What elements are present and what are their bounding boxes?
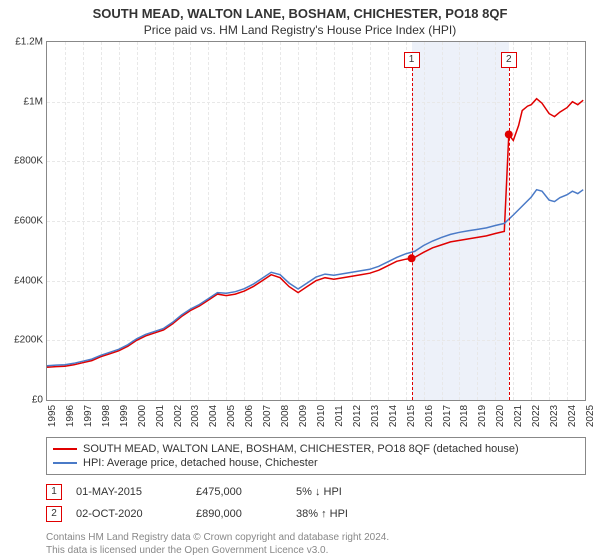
x-axis-tick-label: 2004: [208, 405, 219, 427]
sale-row: 2 02-OCT-2020£890,00038% ↑ HPI: [46, 503, 586, 525]
x-axis-tick-label: 2013: [370, 405, 381, 427]
legend-item: HPI: Average price, detached house, Chic…: [53, 456, 579, 470]
y-axis-tick-label: £1.2M: [15, 37, 43, 48]
x-axis-tick-label: 2012: [352, 405, 363, 427]
x-axis-tick-label: 2011: [334, 405, 345, 427]
chart-subtitle: Price paid vs. HM Land Registry's House …: [0, 21, 600, 41]
x-axis-tick-label: 2015: [406, 405, 417, 427]
x-axis-tick-label: 2021: [513, 405, 524, 427]
arrow-down-icon: ↓: [315, 486, 321, 498]
x-axis-tick-label: 2001: [155, 405, 166, 427]
sale-flag: 2: [46, 506, 62, 522]
flag-line: [412, 68, 413, 400]
x-axis-tick-label: 2005: [226, 405, 237, 427]
x-axis-tick-label: 2000: [137, 405, 148, 427]
legend-swatch: [53, 448, 77, 450]
x-axis-tick-label: 2025: [585, 405, 596, 427]
x-axis-tick-label: 1997: [83, 405, 94, 427]
y-axis-tick-label: £1M: [24, 96, 43, 107]
y-axis-tick-label: £200K: [14, 335, 43, 346]
x-axis-tick-label: 2007: [262, 405, 273, 427]
x-axis-tick-label: 2023: [549, 405, 560, 427]
flag-marker: 2: [501, 52, 517, 68]
chart-plot-area: £0£200K£400K£600K£800K£1M£1.2M1995199619…: [46, 41, 586, 401]
legend-label: HPI: Average price, detached house, Chic…: [83, 457, 318, 469]
chart-svg: [47, 42, 585, 400]
x-axis-tick-label: 2009: [298, 405, 309, 427]
sale-date: 02-OCT-2020: [76, 508, 196, 520]
sale-price: £890,000: [196, 508, 296, 520]
x-axis-tick-label: 2017: [442, 405, 453, 427]
x-axis-tick-label: 2014: [388, 405, 399, 427]
x-axis-tick-label: 1998: [101, 405, 112, 427]
x-axis-tick-label: 2022: [531, 405, 542, 427]
x-axis-tick-label: 2006: [244, 405, 255, 427]
chart-series-hpi: [47, 190, 583, 366]
x-axis-tick-label: 2019: [477, 405, 488, 427]
footer-line: Contains HM Land Registry data © Crown c…: [46, 531, 586, 544]
footer-line: This data is licensed under the Open Gov…: [46, 544, 586, 557]
x-axis-tick-label: 2020: [495, 405, 506, 427]
sale-change: 5% ↓ HPI: [296, 486, 366, 498]
sale-row: 1 01-MAY-2015£475,0005% ↓ HPI: [46, 481, 586, 503]
sale-price: £475,000: [196, 486, 296, 498]
sale-date: 01-MAY-2015: [76, 486, 196, 498]
sale-change: 38% ↑ HPI: [296, 508, 366, 520]
y-axis-tick-label: £600K: [14, 216, 43, 227]
chart-series-property: [47, 99, 583, 368]
sale-flag: 1: [46, 484, 62, 500]
x-axis-tick-label: 2010: [316, 405, 327, 427]
chart-title: SOUTH MEAD, WALTON LANE, BOSHAM, CHICHES…: [0, 0, 600, 21]
y-axis-tick-label: £0: [32, 395, 43, 406]
x-axis-tick-label: 2008: [280, 405, 291, 427]
legend: SOUTH MEAD, WALTON LANE, BOSHAM, CHICHES…: [46, 437, 586, 475]
x-axis-tick-label: 2024: [567, 405, 578, 427]
legend-item: SOUTH MEAD, WALTON LANE, BOSHAM, CHICHES…: [53, 442, 579, 456]
legend-label: SOUTH MEAD, WALTON LANE, BOSHAM, CHICHES…: [83, 443, 519, 455]
y-axis-tick-label: £400K: [14, 275, 43, 286]
arrow-up-icon: ↑: [321, 508, 327, 520]
x-axis-tick-label: 2002: [173, 405, 184, 427]
x-axis-tick-label: 2018: [459, 405, 470, 427]
flag-marker: 1: [404, 52, 420, 68]
x-axis-tick-label: 1999: [119, 405, 130, 427]
x-axis-tick-label: 2016: [424, 405, 435, 427]
flag-line: [509, 68, 510, 400]
x-axis-tick-label: 1996: [65, 405, 76, 427]
x-axis-tick-label: 2003: [190, 405, 201, 427]
footer-attribution: Contains HM Land Registry data © Crown c…: [46, 531, 586, 557]
sales-table: 1 01-MAY-2015£475,0005% ↓ HPI 2 02-OCT-2020…: [46, 481, 586, 525]
y-axis-tick-label: £800K: [14, 156, 43, 167]
legend-swatch: [53, 462, 77, 464]
x-axis-tick-label: 1995: [47, 405, 58, 427]
